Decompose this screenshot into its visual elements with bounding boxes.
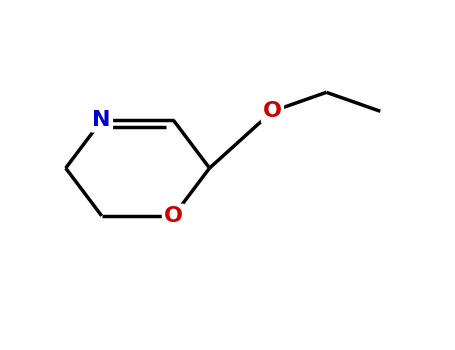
Text: N: N: [92, 110, 111, 131]
Text: O: O: [263, 101, 282, 121]
Text: O: O: [164, 206, 183, 226]
